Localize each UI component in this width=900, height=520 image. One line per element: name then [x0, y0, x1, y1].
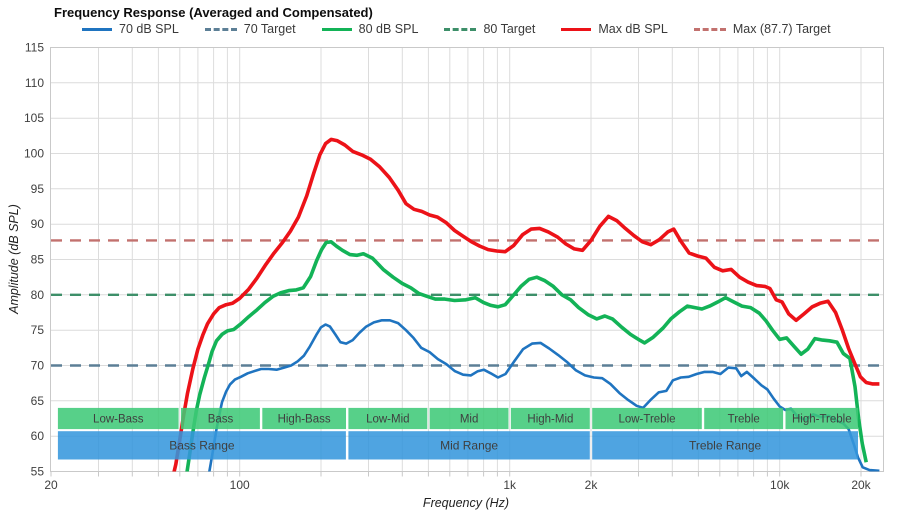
band-low-bass [57, 407, 179, 430]
legend: 70 dB SPL 70 Target 80 dB SPL 80 Target Max … [82, 22, 831, 36]
legend-item-max-db-spl[interactable]: Max dB SPL [561, 22, 668, 36]
band-mid-range [348, 431, 590, 460]
y-tick-label: 80 [31, 288, 45, 302]
band-label: Bass [208, 414, 234, 426]
x-tick-label: 100 [230, 478, 250, 492]
legend-label: 80 dB SPL [358, 22, 419, 36]
band-low-treble [592, 407, 702, 430]
band-label: Low-Bass [93, 414, 144, 426]
band-high-treble [785, 407, 858, 430]
band-label: Bass Range [169, 438, 235, 452]
band-label: High-Treble [792, 414, 852, 426]
band-mid [429, 407, 509, 430]
band-labels: Low-Bass Bass High-Bass Low-Mid Mid High-Mid L… [93, 414, 852, 453]
x-tick-label: 10k [770, 478, 790, 492]
band-treble-range [592, 431, 858, 460]
band-label: Low-Mid [366, 414, 409, 426]
dashed-line-swatch-icon [444, 27, 477, 31]
x-tick-label: 1k [503, 478, 517, 492]
plot-border [50, 47, 884, 472]
x-tick-labels: 20 100 1k 2k 10k 20k [44, 478, 871, 492]
y-tick-label: 115 [25, 41, 44, 55]
curves [51, 137, 882, 472]
band-label: High-Bass [278, 414, 331, 426]
band-treble [704, 407, 784, 430]
legend-label: 70 dB SPL [119, 22, 179, 36]
x-tick-marks [50, 471, 862, 477]
y-tick-label: 95 [31, 182, 45, 196]
y-axis-title: Amplitude (dB SPL) [7, 204, 21, 314]
chart-title: Frequency Response (Averaged and Compens… [54, 5, 373, 20]
legend-label: 70 Target [243, 22, 296, 36]
y-tick-label: 90 [31, 217, 45, 231]
x-axis-title: Frequency (Hz) [422, 496, 510, 510]
band-label: Treble Range [689, 438, 762, 452]
legend-item-70-target[interactable]: 70 Target [204, 22, 296, 36]
x-tick-label: 2k [585, 478, 599, 492]
band-low-mid [348, 407, 428, 430]
y-tick-label: 55 [31, 465, 45, 479]
y-tick-label: 75 [31, 323, 45, 337]
y-tick-label: 60 [31, 429, 45, 443]
y-tick-labels: 55 60 65 70 75 80 85 90 95 100 105 110 115 [24, 41, 44, 479]
legend-item-70-db-spl[interactable]: 70 dB SPL [82, 22, 179, 36]
y-tick-label: 85 [31, 253, 45, 267]
band-label: Treble [728, 414, 760, 426]
dashed-line-swatch-icon [204, 27, 237, 31]
band-high-mid [510, 407, 590, 430]
y-tick-label: 110 [25, 76, 44, 90]
range-bands [57, 407, 858, 460]
curve-70-db-spl [208, 319, 880, 472]
y-tick-label: 65 [31, 394, 45, 408]
legend-label: Max (87.7) Target [732, 22, 831, 36]
y-tick-label: 70 [31, 359, 45, 373]
legend-item-80-target[interactable]: 80 Target [444, 22, 535, 36]
legend-item-max-87-7-target[interactable]: Max (87.7) Target [693, 22, 831, 36]
band-label: Mid [460, 414, 479, 426]
dashed-line-swatch-icon [693, 27, 726, 31]
band-high-bass [262, 407, 346, 430]
x-tick-label: 20 [44, 478, 58, 492]
y-tick-label: 100 [24, 147, 44, 161]
legend-label: Max dB SPL [598, 22, 668, 36]
legend-item-80-db-spl[interactable]: 80 dB SPL [321, 22, 419, 36]
band-label: Low-Treble [618, 414, 675, 426]
curve-80-db-spl [185, 240, 868, 472]
band-label: Mid Range [440, 438, 498, 452]
line-swatch-icon [321, 27, 352, 31]
band-bass-range [57, 431, 346, 460]
band-label: High-Mid [527, 414, 573, 426]
legend-label: 80 Target [483, 22, 536, 36]
x-tick-label: 20k [851, 478, 871, 492]
line-swatch-icon [82, 27, 112, 31]
band-bass [181, 407, 260, 430]
curve-max-db-spl [172, 137, 880, 472]
y-tick-label: 105 [24, 111, 44, 125]
line-swatch-icon [561, 27, 592, 31]
